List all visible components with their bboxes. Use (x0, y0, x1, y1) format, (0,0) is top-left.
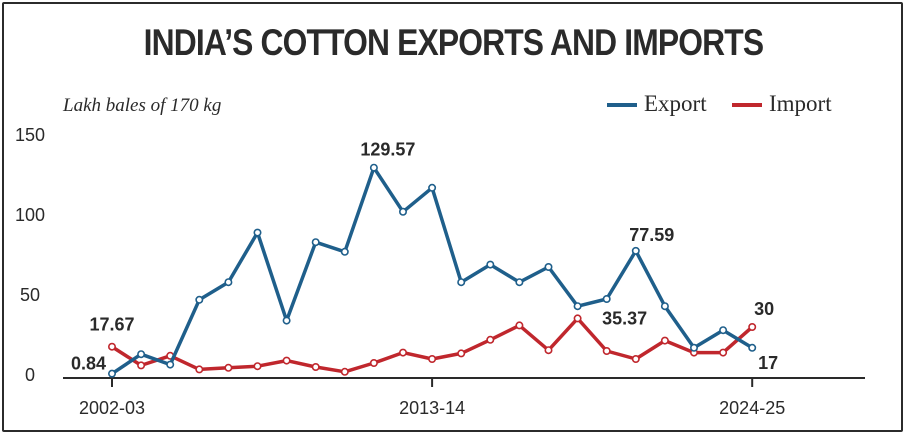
data-point-import (719, 348, 728, 357)
data-point-export (428, 183, 437, 192)
data-label-export: 17 (758, 353, 778, 373)
data-point-export (166, 360, 175, 369)
data-point-import (340, 367, 349, 376)
data-point-import (631, 354, 640, 363)
y-tick-label: 150 (15, 125, 45, 145)
data-point-export (486, 260, 495, 269)
data-point-export (137, 350, 146, 359)
data-point-export (602, 294, 611, 303)
data-label-export: 129.57 (360, 140, 415, 160)
data-point-import (660, 336, 669, 345)
y-axis-unit-label: Lakh bales of 170 kg (63, 95, 222, 116)
x-tick-label: 2024-25 (719, 398, 785, 418)
data-point-import (224, 363, 233, 372)
data-point-import (137, 361, 146, 370)
data-point-export (544, 262, 553, 271)
data-point-import (748, 322, 757, 331)
legend-item-import: Import (732, 91, 832, 117)
data-label-import: 35.37 (602, 308, 647, 328)
data-point-import (544, 346, 553, 355)
data-point-import (311, 362, 320, 371)
data-point-export (689, 343, 698, 352)
data-point-export (369, 163, 378, 172)
data-point-import (108, 342, 117, 351)
data-point-export (660, 302, 669, 311)
data-label-export: 77.59 (629, 225, 674, 245)
data-point-import (573, 314, 582, 323)
data-point-export (398, 207, 407, 216)
data-point-import (282, 356, 291, 365)
data-label-export: 0.84 (71, 354, 106, 374)
x-tick-label: 2002-03 (79, 398, 145, 418)
legend-item-export: Export (607, 91, 707, 117)
data-point-import (369, 358, 378, 367)
legend-label-import: Import (769, 91, 832, 116)
data-point-export (515, 278, 524, 287)
data-point-import (398, 348, 407, 357)
x-tick-label: 2013-14 (399, 398, 465, 418)
data-point-import (457, 349, 466, 358)
data-label-import: 17.67 (89, 315, 134, 335)
chart-title: INDIA’S COTTON EXPORTS AND IMPORTS (143, 22, 764, 63)
y-tick-label: 100 (15, 205, 45, 225)
data-point-export (224, 278, 233, 287)
data-point-import (515, 321, 524, 330)
data-point-import (195, 365, 204, 374)
data-label-import: 30 (754, 299, 774, 319)
data-point-export (108, 369, 117, 378)
legend-swatch-import (732, 102, 762, 107)
y-tick-label: 50 (20, 285, 40, 305)
data-point-export (719, 326, 728, 335)
data-point-export (631, 246, 640, 255)
data-point-export (253, 228, 262, 237)
y-tick-label: 0 (25, 365, 35, 385)
data-point-export (748, 343, 757, 352)
legend-swatch-export (607, 102, 637, 107)
data-point-export (282, 316, 291, 325)
data-point-export (457, 278, 466, 287)
series-line-export (111, 165, 754, 376)
data-point-export (311, 238, 320, 247)
series-line-import (111, 316, 754, 374)
legend-label-export: Export (644, 91, 707, 116)
data-point-import (486, 335, 495, 344)
data-point-export (195, 295, 204, 304)
data-point-import (428, 354, 437, 363)
data-point-import (602, 346, 611, 355)
data-point-export (340, 247, 349, 256)
data-point-import (253, 362, 262, 371)
data-point-export (573, 302, 582, 311)
